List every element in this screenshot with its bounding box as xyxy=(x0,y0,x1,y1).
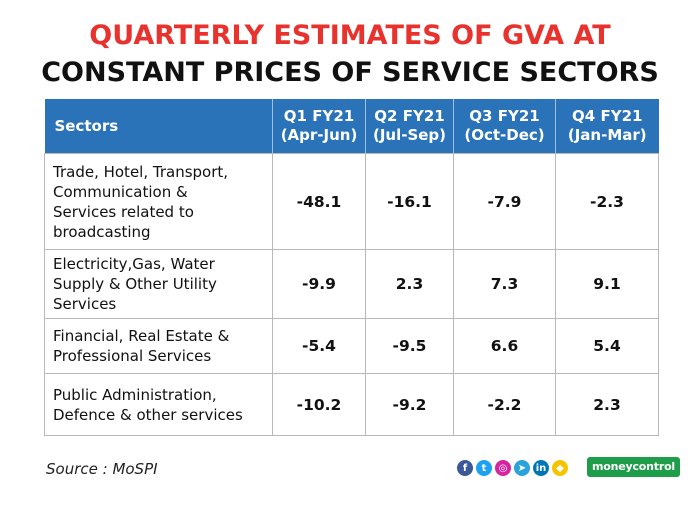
facebook-icon[interactable]: f xyxy=(457,460,473,476)
table-row: Trade, Hotel, Transport, Communication &… xyxy=(44,153,659,250)
value-cell: -2.3 xyxy=(555,153,659,250)
value-cell: -9.5 xyxy=(365,318,454,374)
header-sectors: Sectors xyxy=(44,99,273,154)
title-line-1: QUARTERLY ESTIMATES OF GVA AT xyxy=(89,20,611,51)
twitter-icon[interactable]: t xyxy=(476,460,492,476)
sector-cell: Electricity,Gas, Water Supply & Other Ut… xyxy=(44,249,273,319)
value-cell: 7.3 xyxy=(453,249,556,319)
value-cell: -2.2 xyxy=(453,373,556,436)
table-row: Public Administration, Defence & other s… xyxy=(44,373,659,436)
sector-cell: Financial, Real Estate & Professional Se… xyxy=(44,318,273,374)
telegram-icon[interactable]: ➤ xyxy=(514,460,530,476)
source-note: Source : MoSPI xyxy=(46,460,158,478)
header-q4: Q4 FY21 (Jan-Mar) xyxy=(555,99,659,154)
value-cell: -7.9 xyxy=(453,153,556,250)
value-cell: -9.2 xyxy=(365,373,454,436)
sector-cell: Public Administration, Defence & other s… xyxy=(44,373,273,436)
table-row: Financial, Real Estate & Professional Se… xyxy=(44,318,659,374)
table-row: Electricity,Gas, Water Supply & Other Ut… xyxy=(44,249,659,319)
value-cell: -9.9 xyxy=(272,249,366,319)
value-cell: -10.2 xyxy=(272,373,366,436)
linkedin-icon[interactable]: in xyxy=(533,460,549,476)
value-cell: 9.1 xyxy=(555,249,659,319)
value-cell: 5.4 xyxy=(555,318,659,374)
header-q2: Q2 FY21 (Jul-Sep) xyxy=(365,99,454,154)
header-q3: Q3 FY21 (Oct-Dec) xyxy=(453,99,556,154)
instagram-icon[interactable]: ◎ xyxy=(495,460,511,476)
brand-logo: moneycontrol xyxy=(587,457,681,477)
value-cell: -48.1 xyxy=(272,153,366,250)
title-line-2: CONSTANT PRICES OF SERVICE SECTORS xyxy=(41,57,659,88)
value-cell: 2.3 xyxy=(555,373,659,436)
value-cell: -16.1 xyxy=(365,153,454,250)
sector-cell: Trade, Hotel, Transport, Communication &… xyxy=(44,153,273,250)
value-cell: 2.3 xyxy=(365,249,454,319)
gva-table: Sectors Q1 FY21 (Apr-Jun) Q2 FY21 (Jul-Sep… xyxy=(44,99,659,436)
table-header-row: Sectors Q1 FY21 (Apr-Jun) Q2 FY21 (Jul-Sep… xyxy=(44,99,659,154)
snapchat-icon[interactable]: ◆ xyxy=(552,460,568,476)
header-q1: Q1 FY21 (Apr-Jun) xyxy=(272,99,366,154)
social-icons: f t ◎ ➤ in ◆ xyxy=(457,458,568,478)
value-cell: 6.6 xyxy=(453,318,556,374)
value-cell: -5.4 xyxy=(272,318,366,374)
